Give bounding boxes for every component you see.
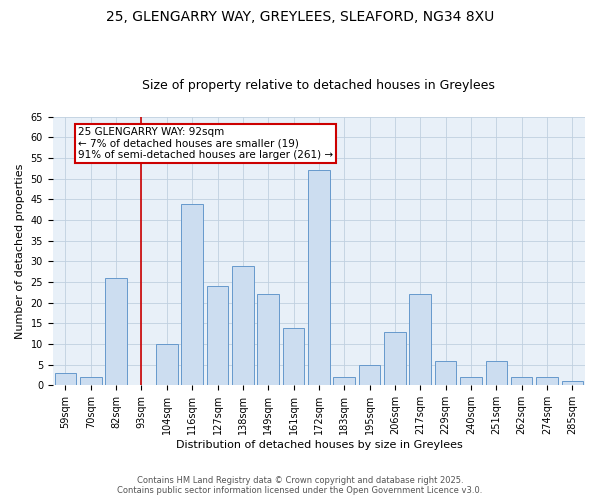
Y-axis label: Number of detached properties: Number of detached properties bbox=[15, 164, 25, 339]
Text: 25, GLENGARRY WAY, GREYLEES, SLEAFORD, NG34 8XU: 25, GLENGARRY WAY, GREYLEES, SLEAFORD, N… bbox=[106, 10, 494, 24]
Bar bbox=[511, 377, 532, 386]
Bar bbox=[308, 170, 329, 386]
Text: Contains HM Land Registry data © Crown copyright and database right 2025.
Contai: Contains HM Land Registry data © Crown c… bbox=[118, 476, 482, 495]
Bar bbox=[409, 294, 431, 386]
Bar bbox=[460, 377, 482, 386]
Bar bbox=[485, 360, 507, 386]
Bar bbox=[181, 204, 203, 386]
Bar bbox=[257, 294, 279, 386]
X-axis label: Distribution of detached houses by size in Greylees: Distribution of detached houses by size … bbox=[176, 440, 462, 450]
Bar bbox=[80, 377, 101, 386]
Bar bbox=[283, 328, 304, 386]
Text: 25 GLENGARRY WAY: 92sqm
← 7% of detached houses are smaller (19)
91% of semi-det: 25 GLENGARRY WAY: 92sqm ← 7% of detached… bbox=[78, 127, 333, 160]
Bar bbox=[207, 286, 228, 386]
Bar bbox=[536, 377, 558, 386]
Bar bbox=[359, 364, 380, 386]
Bar bbox=[156, 344, 178, 386]
Bar bbox=[334, 377, 355, 386]
Title: Size of property relative to detached houses in Greylees: Size of property relative to detached ho… bbox=[142, 79, 496, 92]
Bar bbox=[384, 332, 406, 386]
Bar bbox=[232, 266, 254, 386]
Bar bbox=[106, 278, 127, 386]
Bar bbox=[55, 373, 76, 386]
Bar bbox=[435, 360, 457, 386]
Bar bbox=[562, 381, 583, 386]
